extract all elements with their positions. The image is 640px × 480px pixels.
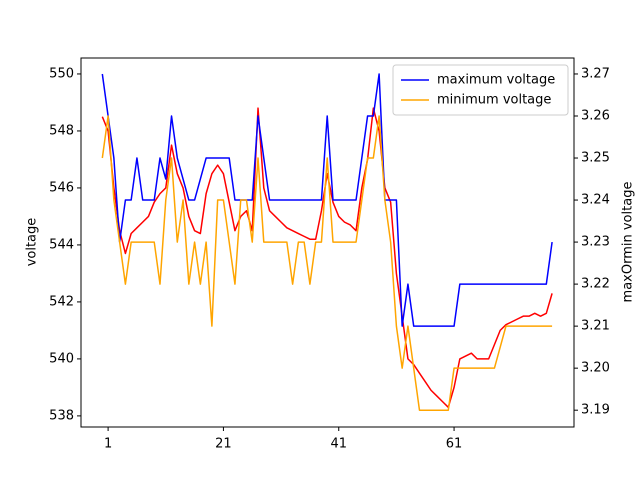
- legend-label: minimum voltage: [437, 93, 551, 108]
- x-tick-label: 61: [446, 437, 463, 452]
- series-line: [101, 115, 553, 411]
- y2-tick-label: 3.26: [581, 108, 610, 123]
- y-tick-label: 544: [49, 237, 74, 252]
- y-axis-label: voltage: [25, 218, 40, 267]
- y2-tick-label: 3.22: [581, 277, 610, 292]
- axes-frame: [80, 57, 575, 428]
- x-tick-label: 1: [104, 437, 112, 452]
- y-tick-label: 546: [49, 180, 74, 195]
- series-line: [101, 107, 553, 409]
- x-tick-label: 41: [330, 437, 347, 452]
- y-tick-label: 550: [49, 66, 74, 81]
- y2-tick-label: 3.25: [581, 151, 610, 166]
- y2-tick-label: 3.19: [581, 403, 610, 418]
- y-tick-label: 548: [49, 123, 74, 138]
- y2-tick-label: 3.24: [581, 193, 610, 208]
- y-tick-label: 540: [49, 351, 74, 366]
- y2-tick-label: 3.21: [581, 319, 610, 334]
- legend-box: [392, 64, 569, 116]
- y-tick-label: 538: [49, 408, 74, 423]
- x-tick-label: 21: [215, 437, 232, 452]
- legend-label: maximum voltage: [437, 73, 555, 88]
- series-line: [101, 73, 553, 327]
- y2-tick-label: 3.23: [581, 235, 610, 250]
- y2-tick-label: 3.20: [581, 361, 610, 376]
- y2-axis-label: maxOrmin voltage: [621, 182, 636, 303]
- y2-tick-label: 3.27: [581, 66, 610, 81]
- y-tick-label: 542: [49, 294, 74, 309]
